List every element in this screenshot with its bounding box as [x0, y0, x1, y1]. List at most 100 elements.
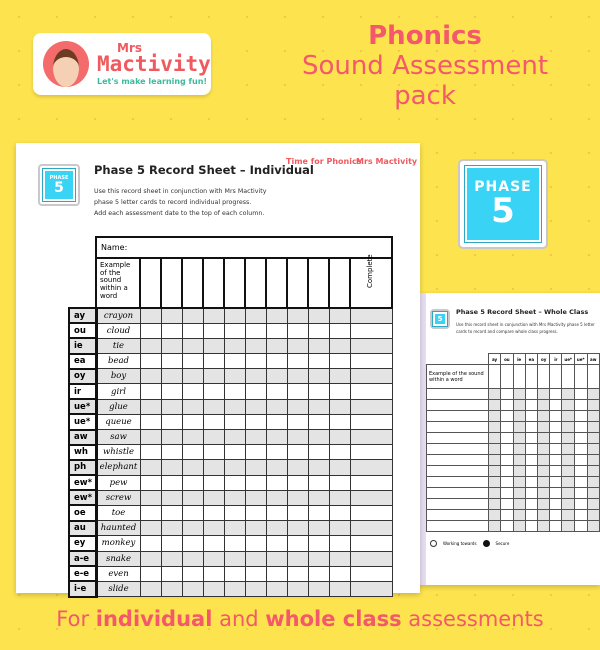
- assessment-cell[interactable]: [139, 474, 162, 491]
- assessment-cell[interactable]: [487, 520, 502, 532]
- assessment-cell[interactable]: [549, 476, 563, 488]
- assessment-cell[interactable]: [160, 504, 183, 522]
- assessment-cell[interactable]: [202, 550, 225, 567]
- assessment-cell[interactable]: [307, 307, 330, 324]
- assessment-cell[interactable]: [139, 550, 162, 567]
- assessment-cell[interactable]: [328, 459, 351, 476]
- assessment-cell[interactable]: [202, 337, 225, 355]
- assessment-cell[interactable]: [500, 498, 514, 510]
- assessment-cell[interactable]: [265, 413, 288, 431]
- assessment-cell[interactable]: [286, 322, 309, 339]
- complete-cell[interactable]: [349, 383, 393, 400]
- assessment-cell[interactable]: [265, 535, 288, 552]
- assessment-cell[interactable]: [328, 398, 351, 415]
- assessment-cell[interactable]: [265, 489, 288, 506]
- pupil-name-cell[interactable]: [426, 421, 489, 433]
- assessment-cell[interactable]: [223, 489, 246, 506]
- assessment-cell[interactable]: [537, 410, 551, 422]
- assessment-cell[interactable]: [244, 322, 267, 339]
- assessment-cell[interactable]: [181, 398, 204, 415]
- complete-cell[interactable]: [349, 398, 393, 415]
- assessment-cell[interactable]: [202, 474, 225, 491]
- assessment-cell[interactable]: [487, 443, 502, 455]
- complete-cell[interactable]: [349, 550, 393, 567]
- assessment-cell[interactable]: [328, 444, 351, 461]
- assessment-cell[interactable]: [244, 413, 267, 431]
- assessment-cell[interactable]: [328, 307, 351, 324]
- complete-cell[interactable]: [349, 565, 393, 582]
- assessment-cell[interactable]: [223, 413, 246, 431]
- assessment-cell[interactable]: [487, 421, 502, 433]
- assessment-cell[interactable]: [223, 444, 246, 461]
- assessment-cell[interactable]: [328, 520, 351, 537]
- assessment-cell[interactable]: [328, 535, 351, 552]
- assessment-cell[interactable]: [181, 474, 204, 491]
- assessment-cell[interactable]: [561, 443, 575, 455]
- assessment-cell[interactable]: [202, 489, 225, 506]
- assessment-cell[interactable]: [202, 444, 225, 461]
- assessment-cell[interactable]: [139, 520, 162, 537]
- assessment-cell[interactable]: [181, 489, 204, 506]
- assessment-cell[interactable]: [286, 474, 309, 491]
- assessment-cell[interactable]: [524, 443, 539, 455]
- assessment-cell[interactable]: [524, 498, 539, 510]
- assessment-cell[interactable]: [573, 509, 588, 521]
- pupil-name-cell[interactable]: [426, 399, 489, 411]
- assessment-cell[interactable]: [500, 388, 514, 400]
- assessment-cell[interactable]: [328, 504, 351, 522]
- assessment-cell[interactable]: [286, 307, 309, 324]
- assessment-cell[interactable]: [139, 459, 162, 476]
- assessment-cell[interactable]: [561, 454, 575, 466]
- assessment-cell[interactable]: [328, 428, 351, 446]
- assessment-cell[interactable]: [549, 388, 563, 400]
- assessment-cell[interactable]: [139, 398, 162, 415]
- assessment-cell[interactable]: [160, 580, 183, 598]
- assessment-cell[interactable]: [286, 444, 309, 461]
- assessment-cell[interactable]: [244, 383, 267, 400]
- assessment-cell[interactable]: [512, 421, 526, 433]
- assessment-cell[interactable]: [487, 465, 502, 477]
- assessment-cell[interactable]: [307, 353, 330, 370]
- assessment-cell[interactable]: [286, 504, 309, 522]
- assessment-cell[interactable]: [561, 509, 575, 521]
- assessment-cell[interactable]: [586, 443, 600, 455]
- assessment-cell[interactable]: [265, 459, 288, 476]
- assessment-cell[interactable]: [202, 459, 225, 476]
- assessment-cell[interactable]: [244, 489, 267, 506]
- assessment-cell[interactable]: [202, 353, 225, 370]
- assessment-cell[interactable]: [286, 580, 309, 598]
- assessment-cell[interactable]: [586, 520, 600, 532]
- assessment-cell[interactable]: [223, 322, 246, 339]
- assessment-cell[interactable]: [286, 565, 309, 582]
- assessment-cell[interactable]: [524, 509, 539, 521]
- assessment-cell[interactable]: [160, 322, 183, 339]
- assessment-cell[interactable]: [573, 388, 588, 400]
- assessment-cell[interactable]: [244, 550, 267, 567]
- assessment-cell[interactable]: [307, 535, 330, 552]
- assessment-cell[interactable]: [265, 474, 288, 491]
- assessment-cell[interactable]: [328, 489, 351, 506]
- assessment-cell[interactable]: [512, 388, 526, 400]
- pupil-name-cell[interactable]: [426, 498, 489, 510]
- assessment-cell[interactable]: [202, 398, 225, 415]
- assessment-cell[interactable]: [307, 413, 330, 431]
- assessment-cell[interactable]: [328, 474, 351, 491]
- assessment-cell[interactable]: [265, 307, 288, 324]
- assessment-cell[interactable]: [265, 444, 288, 461]
- assessment-cell[interactable]: [181, 459, 204, 476]
- assessment-cell[interactable]: [223, 337, 246, 355]
- assessment-cell[interactable]: [265, 550, 288, 567]
- assessment-cell[interactable]: [244, 535, 267, 552]
- date-column-header[interactable]: [181, 257, 204, 309]
- assessment-cell[interactable]: [512, 454, 526, 466]
- assessment-cell[interactable]: [223, 383, 246, 400]
- assessment-cell[interactable]: [487, 388, 502, 400]
- date-column-header[interactable]: [160, 257, 183, 309]
- assessment-cell[interactable]: [561, 520, 575, 532]
- assessment-cell[interactable]: [160, 413, 183, 431]
- complete-cell[interactable]: [349, 504, 393, 522]
- assessment-cell[interactable]: [586, 421, 600, 433]
- assessment-cell[interactable]: [223, 520, 246, 537]
- assessment-cell[interactable]: [487, 454, 502, 466]
- assessment-cell[interactable]: [307, 504, 330, 522]
